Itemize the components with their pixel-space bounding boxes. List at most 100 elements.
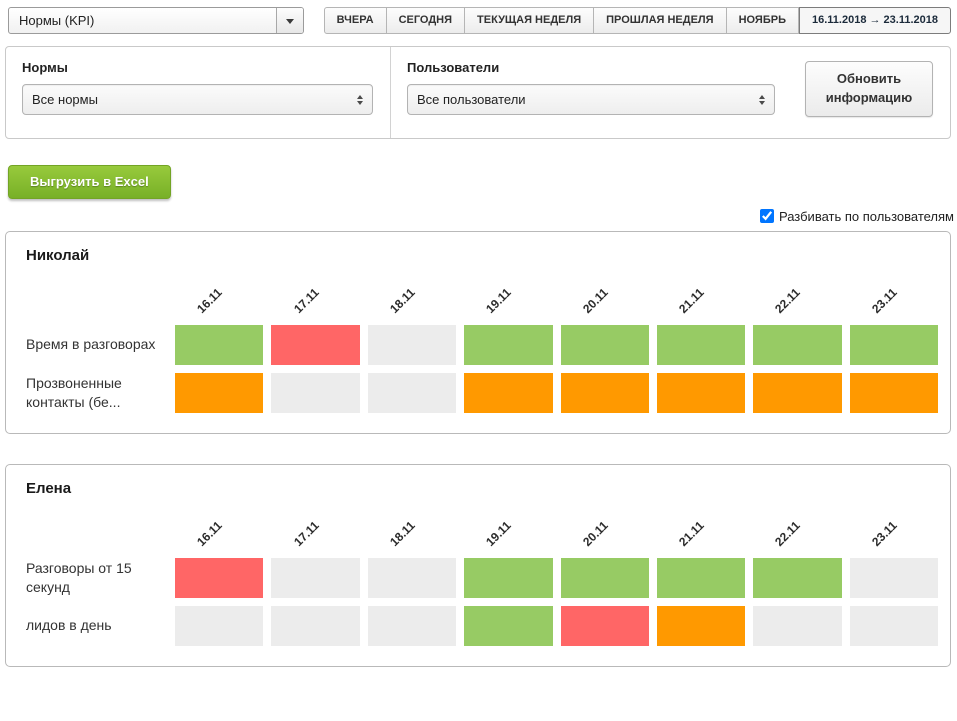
kpi-cell-empty[interactable] [367, 372, 457, 413]
norms-select[interactable]: Все нормы [22, 84, 373, 115]
norms-filter-label: Нормы [22, 60, 68, 75]
date-column-header: 21.11 [657, 503, 745, 550]
split-by-users-row: Разбивать по пользователям [0, 209, 954, 224]
kpi-cell-met[interactable] [560, 557, 649, 598]
chevron-down-icon [286, 18, 294, 28]
grid-corner-spacer [19, 270, 167, 317]
tab-date-range[interactable]: 16.11.2018 → 23.11.2018 [798, 7, 951, 34]
split-by-users-checkbox[interactable] [759, 209, 774, 224]
date-label: 20.11 [579, 518, 611, 549]
date-column-header: 17.11 [271, 270, 359, 317]
kpi-cell-empty[interactable] [271, 605, 360, 646]
user-card: Николай 16.11 17.11 18.11 19.11 20.11 21.11 22… [5, 230, 951, 434]
tab-today[interactable]: СЕГОДНЯ [386, 7, 466, 34]
report-type-select[interactable]: Нормы (KPI) [8, 7, 304, 34]
kpi-cell-met[interactable] [464, 324, 553, 365]
date-label: 22.11 [772, 518, 804, 549]
users-filter-label: Пользователи [407, 60, 500, 75]
kpi-cell-met[interactable] [464, 605, 553, 646]
updown-arrows-icon [759, 92, 765, 108]
kpi-cell-empty[interactable] [271, 372, 360, 413]
kpi-cell-missed[interactable] [560, 605, 649, 646]
date-column-header: 23.11 [850, 503, 938, 550]
date-label: 18.11 [387, 285, 418, 316]
kpi-row-label: Разговоры от 15 секунд [26, 559, 132, 595]
kpi-cell-partial[interactable] [849, 372, 938, 413]
kpi-cell-met[interactable] [464, 557, 553, 598]
user-cards-container: Николай 16.11 17.11 18.11 19.11 20.11 21.11 22… [0, 230, 957, 667]
kpi-cell-empty[interactable] [367, 324, 457, 365]
kpi-cell-empty[interactable] [849, 605, 938, 646]
kpi-cell-empty[interactable] [753, 605, 842, 646]
date-column-header: 20.11 [561, 270, 649, 317]
kpi-cell-empty[interactable] [849, 557, 938, 598]
users-select[interactable]: Все пользователи [407, 84, 775, 115]
date-column-header: 19.11 [464, 503, 552, 550]
date-label: 23.11 [868, 285, 900, 316]
kpi-cell-missed[interactable] [271, 324, 360, 365]
kpi-cell-empty[interactable] [367, 605, 457, 646]
date-column-header: 16.11 [175, 503, 263, 550]
norms-select-value: Все нормы [32, 92, 98, 107]
kpi-row-label: Время в разговорах [26, 336, 156, 353]
user-card-title: Елена [26, 479, 72, 497]
date-column-header: 18.11 [368, 503, 456, 550]
updown-arrows-icon [357, 92, 363, 108]
kpi-cell-empty[interactable] [175, 605, 264, 646]
kpi-cell-met[interactable] [753, 557, 842, 598]
kpi-cell-partial[interactable] [656, 605, 746, 646]
date-column-header: 20.11 [561, 503, 649, 550]
date-label: 20.11 [579, 285, 611, 316]
date-column-header: 21.11 [657, 270, 745, 317]
split-by-users-label[interactable]: Разбивать по пользователям [778, 208, 954, 224]
kpi-cell-partial[interactable] [175, 372, 264, 413]
tab-last-week[interactable]: ПРОШЛАЯ НЕДЕЛЯ [594, 7, 727, 34]
kpi-grid: 16.11 17.11 18.11 19.11 20.11 21.11 22.11 23.11… [19, 270, 938, 413]
date-label: 17.11 [290, 285, 322, 316]
export-excel-button[interactable]: Выгрузить в Excel [8, 164, 171, 199]
user-card-title: Николай [26, 246, 90, 264]
kpi-cell-missed[interactable] [175, 557, 264, 598]
kpi-cell-met[interactable] [656, 324, 746, 365]
kpi-cell-met[interactable] [849, 324, 938, 365]
users-select-value: Все пользователи [417, 92, 526, 107]
kpi-cell-met[interactable] [656, 557, 746, 598]
kpi-cell-met[interactable] [753, 324, 842, 365]
date-label: 16.11 [194, 285, 225, 316]
date-label: 18.11 [387, 518, 418, 549]
kpi-cell-partial[interactable] [753, 372, 842, 413]
tab-month[interactable]: НОЯБРЬ [726, 7, 799, 34]
users-filter-section: Пользователи Все пользователи Обновить и… [390, 47, 950, 138]
date-column-header: 18.11 [368, 270, 456, 317]
report-type-value: Нормы (KPI) [19, 13, 95, 28]
top-bar: Нормы (KPI) ВЧЕРА СЕГОДНЯ ТЕКУЩАЯ НЕДЕЛЯ… [0, 0, 957, 34]
date-label: 23.11 [868, 518, 900, 549]
date-column-header: 19.11 [464, 270, 552, 317]
date-label: 19.11 [483, 518, 515, 549]
period-tabs: ВЧЕРА СЕГОДНЯ ТЕКУЩАЯ НЕДЕЛЯ ПРОШЛАЯ НЕД… [323, 7, 951, 34]
date-column-header: 23.11 [850, 270, 938, 317]
tab-current-week[interactable]: ТЕКУЩАЯ НЕДЕЛЯ [465, 7, 595, 34]
kpi-cell-met[interactable] [560, 324, 649, 365]
norms-filter-section: Нормы Все нормы [6, 47, 390, 138]
filter-panel: Нормы Все нормы Пользователи Все пользов… [5, 46, 951, 139]
date-column-header: 17.11 [271, 503, 359, 550]
kpi-cell-partial[interactable] [464, 372, 553, 413]
date-column-header: 22.11 [753, 270, 841, 317]
kpi-cell-partial[interactable] [560, 372, 649, 413]
kpi-grid: 16.11 17.11 18.11 19.11 20.11 21.11 22.11 23.11… [19, 503, 938, 646]
date-label: 17.11 [290, 518, 322, 549]
kpi-cell-met[interactable] [175, 324, 264, 365]
kpi-cell-empty[interactable] [367, 557, 457, 598]
kpi-row-label: Прозвоненные контакты (бе... [26, 374, 122, 410]
refresh-button[interactable]: Обновить информацию [805, 61, 933, 117]
date-label: 19.11 [483, 285, 515, 316]
date-label: 21.11 [676, 518, 707, 549]
kpi-cell-empty[interactable] [271, 557, 360, 598]
date-label: 22.11 [772, 285, 804, 316]
user-card: Елена 16.11 17.11 18.11 19.11 20.11 21.11 22.1… [5, 463, 951, 667]
date-column-header: 22.11 [753, 503, 841, 550]
tab-yesterday[interactable]: ВЧЕРА [323, 7, 387, 34]
kpi-cell-partial[interactable] [656, 372, 746, 413]
dropdown-arrow-button[interactable] [276, 8, 303, 33]
